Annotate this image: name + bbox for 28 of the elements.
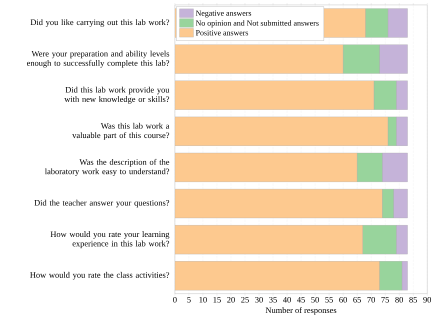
y-tick-label: Did this lab work provide you with new knowledge or skills? bbox=[64, 86, 170, 104]
x-tick-label: 10 bbox=[200, 296, 207, 302]
x-tick-label: 20 bbox=[227, 296, 235, 302]
x-axis-title: Number of responses bbox=[266, 306, 336, 315]
y-tick-label: Was the description of the laboratory work easy to understand? bbox=[44, 158, 170, 176]
x-tick-label: 70 bbox=[367, 296, 375, 302]
x-tick-label: 30 bbox=[255, 296, 263, 302]
y-tick-label: Were your preparation and ability levels enough to successfully complete this lab? bbox=[26, 50, 170, 68]
x-tick-label: 35 bbox=[269, 296, 277, 302]
x-tick-label: 65 bbox=[353, 296, 361, 302]
y-tick-label: How would you rate the class activities? bbox=[30, 272, 170, 280]
x-tick-label: 80 bbox=[395, 296, 404, 302]
y-tick-label: Was this lab work a valuable part of this course? bbox=[72, 122, 170, 140]
x-tick-label: 60 bbox=[339, 296, 347, 302]
x-tick-label: 5 bbox=[187, 296, 191, 302]
x-tick-label: 40 bbox=[283, 296, 291, 302]
y-tick-label: How would you rate your learning experience in this lab work? bbox=[50, 230, 170, 248]
x-tick-label: 85 bbox=[409, 296, 418, 302]
x-tick-label: 90 bbox=[423, 296, 432, 302]
x-tick-label: 15 bbox=[214, 296, 221, 302]
y-tick-label: Did the teacher answer your questions? bbox=[34, 200, 170, 208]
x-tick-label: 55 bbox=[325, 296, 333, 302]
x-tick-label: 50 bbox=[311, 296, 319, 302]
y-tick-label: Did you like carrying out this lab work? bbox=[30, 19, 170, 27]
x-tick-label: 0 bbox=[173, 296, 177, 302]
x-tick-label: 45 bbox=[297, 296, 305, 302]
x-tick-label: 25 bbox=[241, 296, 249, 302]
x-tick-label: 75 bbox=[382, 296, 389, 302]
